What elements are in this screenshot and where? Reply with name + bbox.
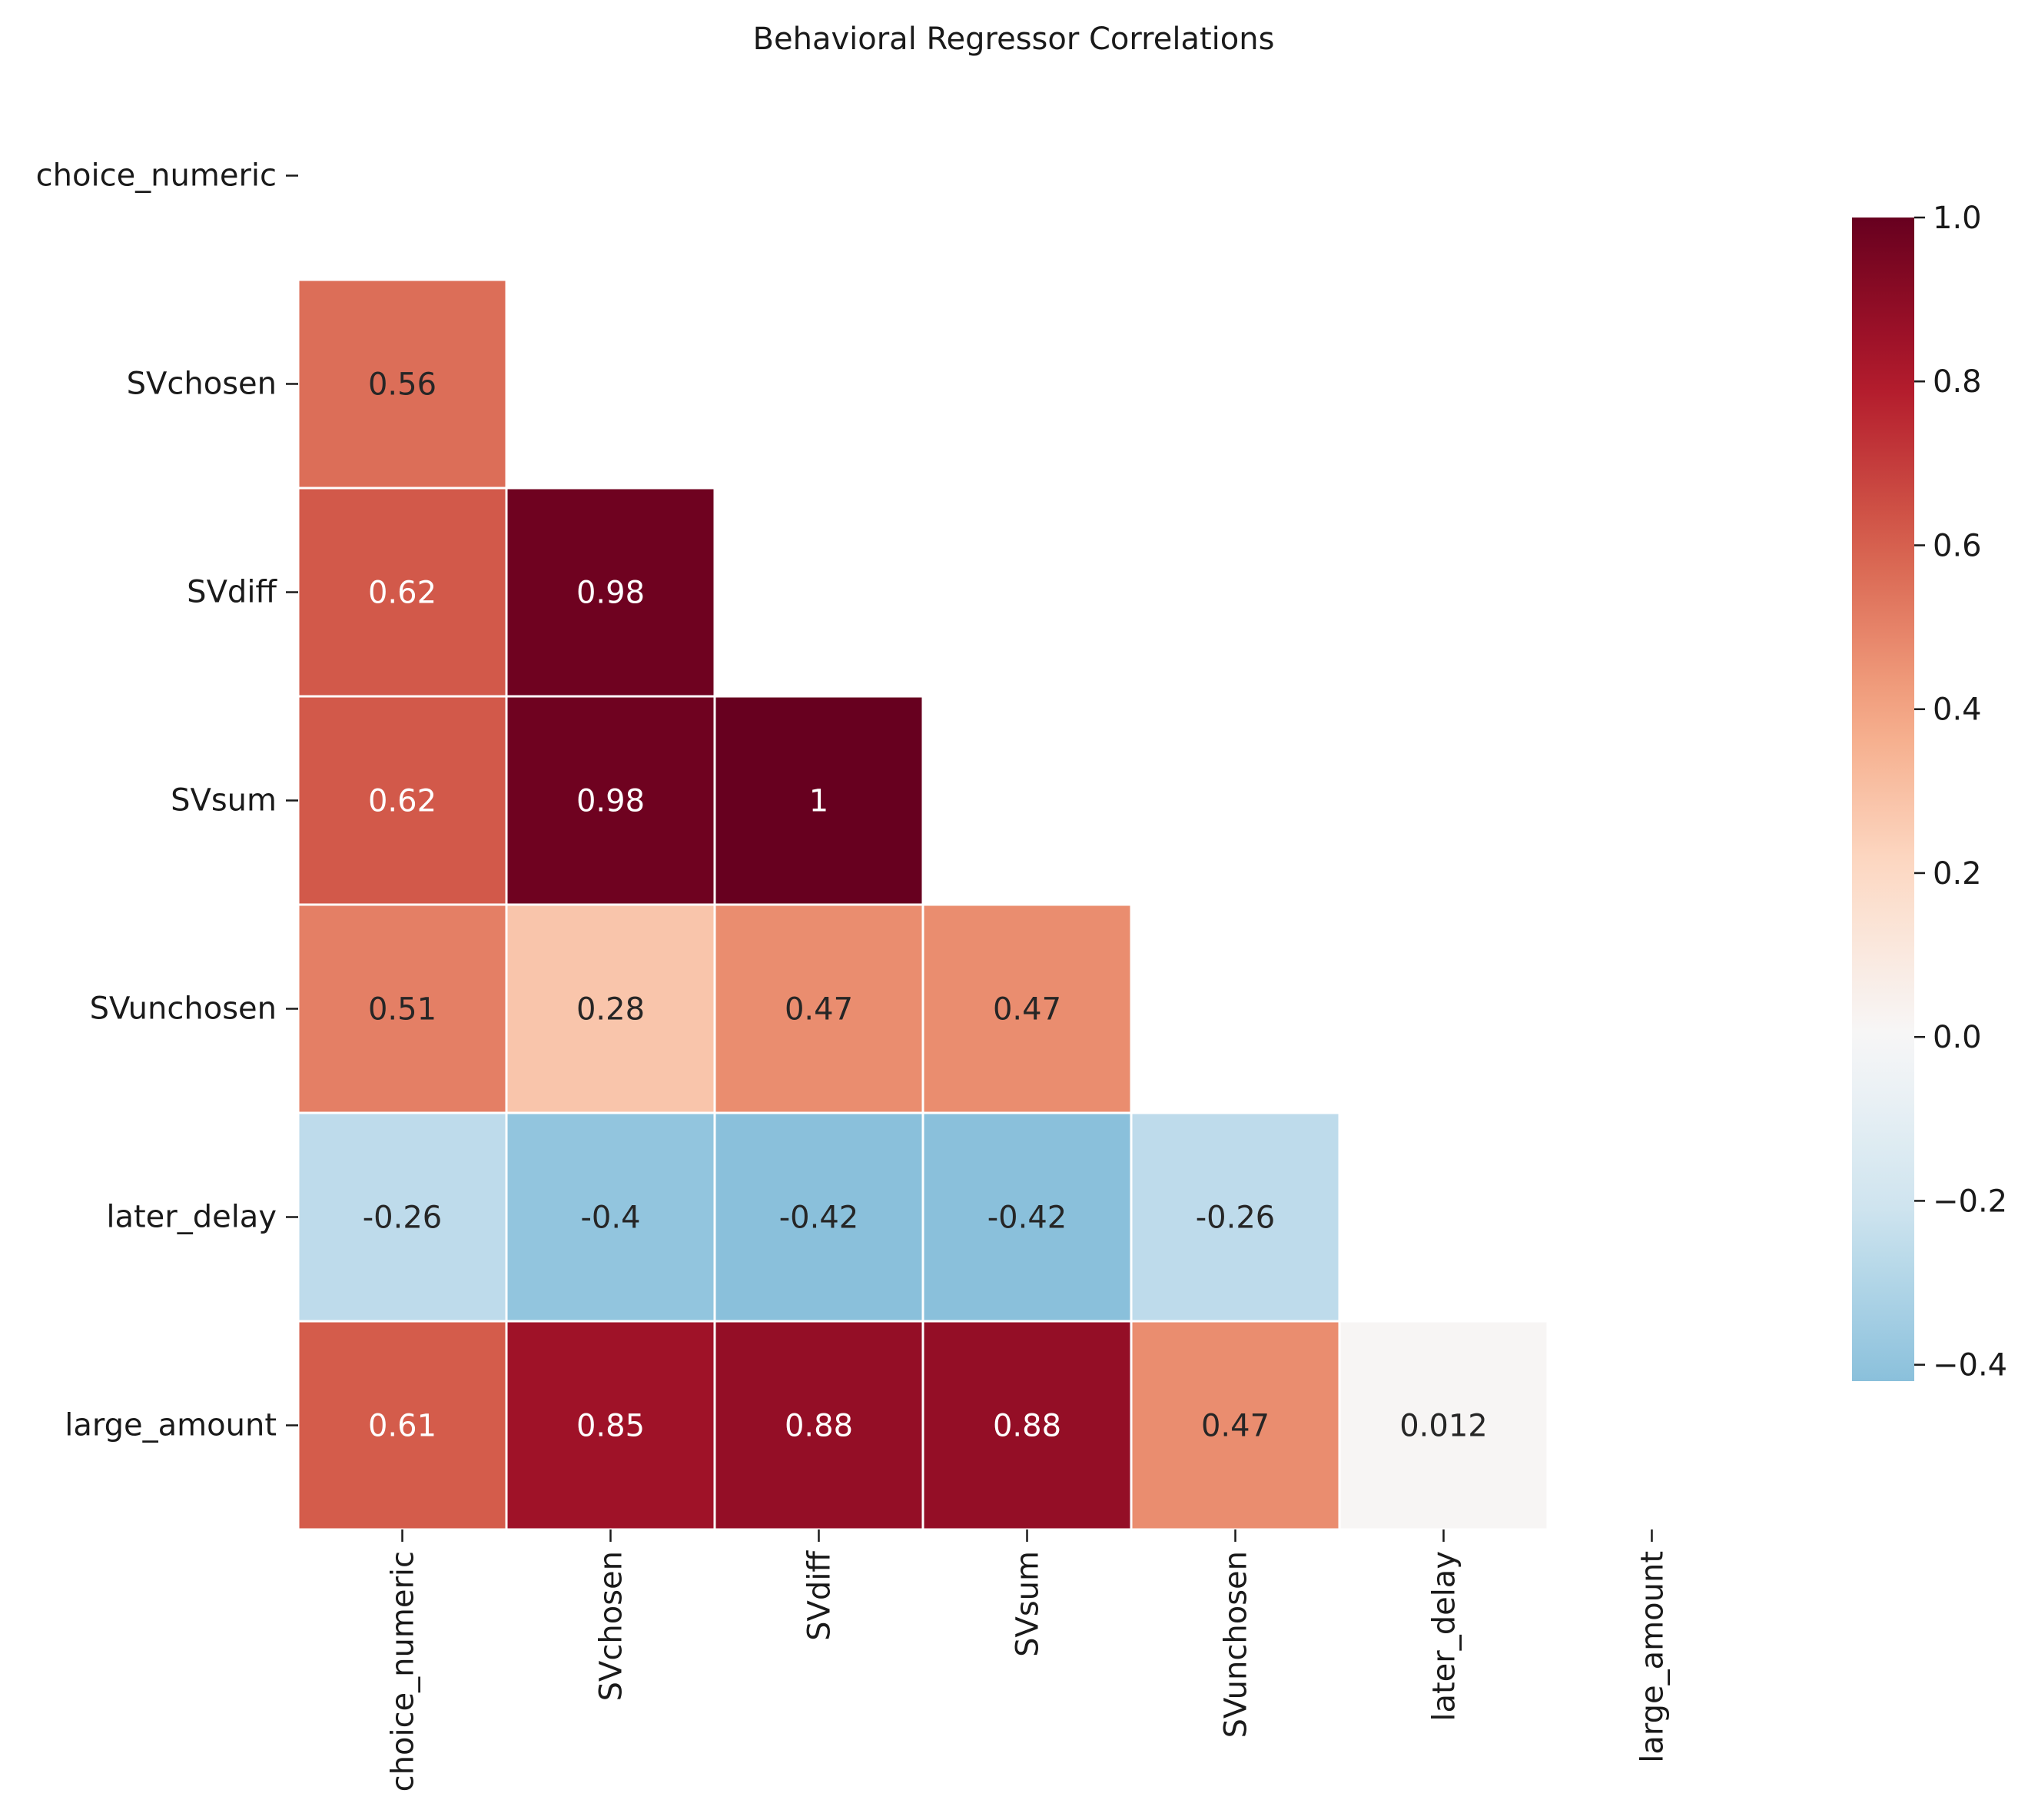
heatmap-cell-svchosen-choice-numeric [297,278,508,490]
colorbar-tick-label: 0.4 [1933,692,1982,728]
cell-value-label: 0.61 [368,1409,436,1444]
cell-value-label: -0.42 [779,1201,859,1236]
cell-value-label: 0.98 [576,784,645,819]
cell-value-label: 0.47 [785,992,853,1028]
heatmap-cell-later-delay-svchosen [505,1111,716,1323]
y-tick-label: choice_numeric [36,158,277,194]
heatmap-cell-large-amount-svchosen [505,1320,716,1531]
heatmap-cell-svunchosen-svchosen [505,903,716,1114]
y-tick-label: SVunchosen [90,991,277,1027]
heatmap-cell-svdiff-svchosen [505,487,716,698]
cell-value-label: 0.88 [785,1409,853,1444]
x-tick-label: SVchosen [594,1551,629,1701]
heatmap-cell-large-amount-later-delay [1338,1320,1549,1531]
cell-value-label: 0.56 [368,367,436,403]
y-tick-label: large_amount [65,1408,277,1443]
cell-value-label: 0.85 [576,1409,645,1444]
cell-value-label: -0.26 [363,1201,443,1236]
cell-value-label: -0.26 [1196,1201,1276,1236]
chart-title: Behavioral Regressor Correlations [753,22,1275,57]
heatmap-cell-large-amount-svdiff [713,1320,924,1531]
colorbar-tick-label: 0.6 [1933,528,1982,563]
heatmap-cell-svsum-svchosen [505,695,716,906]
y-axis-tick-labels: choice_numeric SVchosen SVdiff SVsum SVuncho… [36,158,298,1443]
cell-value-label: 1 [809,784,828,819]
y-tick-label: later_delay [106,1200,277,1235]
colorbar-ticks: 1.0 0.8 0.6 0.4 0.2 0.0 −0.2 −0.4 [1914,201,2007,1383]
heatmap-cell-svsum-svdiff [713,695,924,906]
heatmap-cell-later-delay-svunchosen [1130,1111,1341,1323]
cell-value-label: 0.98 [576,576,645,611]
colorbar-tick-label: 0.8 [1933,364,1982,400]
y-tick-label: SVchosen [127,367,277,402]
x-tick-label: later_delay [1427,1551,1462,1722]
colorbar-gradient [1852,218,1914,1381]
colorbar: 1.0 0.8 0.6 0.4 0.2 0.0 −0.2 −0.4 [1852,201,2007,1383]
heatmap-cell-svsum-choice-numeric [297,695,508,906]
x-axis-tick-labels: choice_numeric SVchosen SVdiff SVsum SVuncho… [386,1529,1671,1792]
x-tick-label: SVunchosen [1219,1551,1254,1738]
cell-value-label: 0.88 [993,1409,1061,1444]
colorbar-tick-label: −0.2 [1933,1184,2007,1219]
heatmap-cell-svunchosen-svsum [921,903,1133,1114]
x-tick-label: SVdiff [802,1550,838,1641]
x-tick-label: SVsum [1011,1551,1046,1657]
heatmap-cell-svdiff-choice-numeric [297,487,508,698]
colorbar-tick-label: 0.2 [1933,856,1982,892]
cell-value-label: 0.51 [368,992,436,1028]
cell-value-label: -0.42 [987,1201,1067,1236]
heatmap-cell-later-delay-svsum [921,1111,1133,1323]
cell-value-label: 0.012 [1399,1409,1488,1444]
cell-value-label: 0.62 [368,576,436,611]
cell-value-label: 0.62 [368,784,436,819]
heatmap-cells: 0.56 0.62 0.98 0.62 0.98 1 0.51 0.28 0.47 0.47 -0.… [297,278,1549,1531]
colorbar-tick-label: 0.0 [1933,1020,1982,1055]
heatmap-cell-large-amount-svsum [921,1320,1133,1531]
x-tick-label: choice_numeric [386,1551,421,1792]
cell-value-label: 0.28 [576,992,645,1028]
heatmap-cell-later-delay-svdiff [713,1111,924,1323]
colorbar-tick-label: −0.4 [1933,1348,2007,1383]
heatmap-cell-large-amount-svunchosen [1130,1320,1341,1531]
y-tick-label: SVsum [171,783,277,819]
y-tick-label: SVdiff [187,575,277,610]
cell-value-label: -0.4 [580,1201,640,1236]
cell-value-label: 0.47 [993,992,1061,1028]
cell-value-label: 0.47 [1201,1409,1270,1444]
colorbar-tick-label: 1.0 [1933,201,1982,236]
x-tick-label: large_amount [1635,1551,1671,1763]
